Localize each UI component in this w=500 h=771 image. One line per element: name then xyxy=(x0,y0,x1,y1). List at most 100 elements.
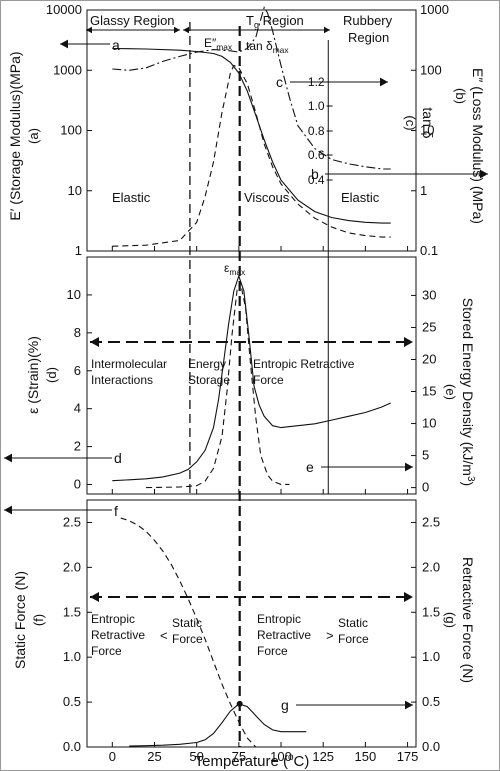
region-glassy-label: Glassy Region xyxy=(90,13,175,28)
label-entropic: Entropic Retractive xyxy=(253,357,355,371)
x-tick-label: 175 xyxy=(397,749,419,764)
glassy-range-arrow-head xyxy=(174,26,180,34)
label-static-1a: Static xyxy=(172,616,202,630)
p3-series-static-force xyxy=(120,517,257,748)
p3-left-axis-sub: (f) xyxy=(31,614,46,626)
p2-left-tick-label: 0 xyxy=(74,477,81,492)
p3-left-tick-label: 2.5 xyxy=(63,514,81,529)
p2-left-tick-label: 8 xyxy=(74,325,81,340)
p3-range-arrow-head xyxy=(404,592,413,602)
p2-left-axis-title: ε (Strain)(%) xyxy=(25,336,41,414)
label-force: Force xyxy=(253,373,284,387)
label-energy-1: Energy xyxy=(188,357,226,371)
p2-right-axis-title: Stored Energy Density (kJ/m3) xyxy=(460,298,476,486)
p1-series-loss-modulus xyxy=(112,64,391,247)
p2-right-tick-label: 20 xyxy=(422,351,436,366)
label-elastic-right: Elastic xyxy=(341,190,380,205)
p3-range-arrow-tail xyxy=(90,592,99,602)
label-a: a xyxy=(112,37,120,53)
panel-3-frame xyxy=(86,499,417,748)
p1-right-axis-title: E″ (Loss Modulus) (MPa) xyxy=(470,68,486,224)
arrow-a-head xyxy=(60,39,68,49)
arrow-g-head xyxy=(405,700,413,710)
p3-right-axis-sub: (g) xyxy=(443,612,458,628)
p3-left-tick-label: 0.5 xyxy=(63,694,81,709)
p1-left-axis-title: E′ (Storage Modulus)(MPa) xyxy=(7,51,23,220)
p3-left-axis-title: Static Force (N) xyxy=(12,571,28,669)
p2-right-tick-label: 30 xyxy=(422,287,436,302)
p1-series-tan-delta xyxy=(112,6,391,170)
x-tick-label: 150 xyxy=(355,749,377,764)
p3-right-tick-label: 0.5 xyxy=(422,694,440,709)
label-greater-than: > xyxy=(326,628,334,643)
p2-left-tick-label: 10 xyxy=(67,287,81,302)
arrow-b-head xyxy=(480,169,488,179)
p1-right-axis-sub: (b) xyxy=(453,88,468,104)
label-intermolecular-2: Interactions xyxy=(91,373,153,387)
label-left-entropic: Entropic xyxy=(91,612,135,626)
label-less-than: < xyxy=(160,628,168,643)
tg-range-arrow-head xyxy=(324,26,330,34)
region-rubbery-label-1: Rubbery xyxy=(343,13,393,28)
label-emax: E″max xyxy=(204,36,233,52)
arrow-e-head xyxy=(405,462,413,472)
p1-left-tick-label: 100 xyxy=(60,123,82,138)
label-tanmax: tan δmax xyxy=(246,39,289,55)
label-static-1b: Force xyxy=(172,632,203,646)
glassy-range-arrow-tail xyxy=(86,26,92,34)
x-tick-label: 75 xyxy=(232,749,246,764)
p2-series-strain xyxy=(112,274,391,482)
p1-right-tick-label: 10 xyxy=(420,123,434,138)
x-tick-label: 125 xyxy=(312,749,334,764)
p2-left-tick-label: 6 xyxy=(74,363,81,378)
p1-tan-tick-label: 0.8 xyxy=(308,124,325,138)
label-right-retractive: Retractive xyxy=(257,628,311,642)
label-e: e xyxy=(306,459,314,475)
arrow-f-head xyxy=(4,505,12,515)
p2-left-tick-label: 4 xyxy=(74,401,81,416)
p3-right-tick-label: 2.0 xyxy=(422,559,440,574)
p2-left-tick-label: 2 xyxy=(74,439,81,454)
label-static-2b: Force xyxy=(338,632,369,646)
x-tick-label: 100 xyxy=(270,749,292,764)
p2-right-axis-sub: (e) xyxy=(443,384,458,400)
p1-tan-tick-label: 1.0 xyxy=(308,99,325,113)
label-intermolecular-1: Intermolecular xyxy=(91,357,167,371)
x-tick-label: 25 xyxy=(147,749,161,764)
arrow-d-head xyxy=(4,453,12,463)
arrow-c-head xyxy=(380,77,388,87)
label-energy-2: Storage xyxy=(188,373,230,387)
p3-crossover-point xyxy=(236,700,243,707)
label-elastic-left: Elastic xyxy=(112,190,151,205)
p1-tan-axis-sub: (c) xyxy=(403,115,418,130)
label-d: d xyxy=(114,450,122,466)
p1-right-tick-label: 0.1 xyxy=(420,243,438,258)
p1-right-tick-label: 100 xyxy=(420,62,442,77)
p3-left-tick-label: 0.0 xyxy=(63,739,81,754)
p2-right-tick-label: 10 xyxy=(422,416,436,431)
label-c: c xyxy=(276,74,283,90)
p1-left-tick-label: 10 xyxy=(68,183,82,198)
p1-tan-tick-label: 0.6 xyxy=(308,148,325,162)
p3-right-tick-label: 1.0 xyxy=(422,649,440,664)
p2-right-tick-label: 5 xyxy=(422,448,429,463)
p2-right-tick-label: 25 xyxy=(422,319,436,334)
p1-left-axis-sub: (a) xyxy=(26,128,41,144)
p1-tan-tick-label: 0.4 xyxy=(308,173,325,187)
p2-range-arrow-head xyxy=(404,337,413,347)
x-tick-label: 50 xyxy=(189,749,203,764)
p2-series-stored-energy xyxy=(146,280,290,489)
label-static-2a: Static xyxy=(338,616,368,630)
p3-right-tick-label: 0.0 xyxy=(422,739,440,754)
label-eps-max: εmax xyxy=(224,261,246,277)
p2-left-axis-sub: (d) xyxy=(44,367,59,383)
p3-left-tick-label: 1.5 xyxy=(63,604,81,619)
tg-range-arrow-tail xyxy=(183,26,189,34)
label-viscous: Viscous xyxy=(244,190,290,205)
p1-left-tick-label: 10000 xyxy=(46,2,82,17)
label-b: b xyxy=(311,166,319,182)
p2-right-tick-label: 15 xyxy=(422,384,436,399)
label-right-entropic: Entropic xyxy=(257,612,301,626)
label-left-force: Force xyxy=(91,644,122,658)
